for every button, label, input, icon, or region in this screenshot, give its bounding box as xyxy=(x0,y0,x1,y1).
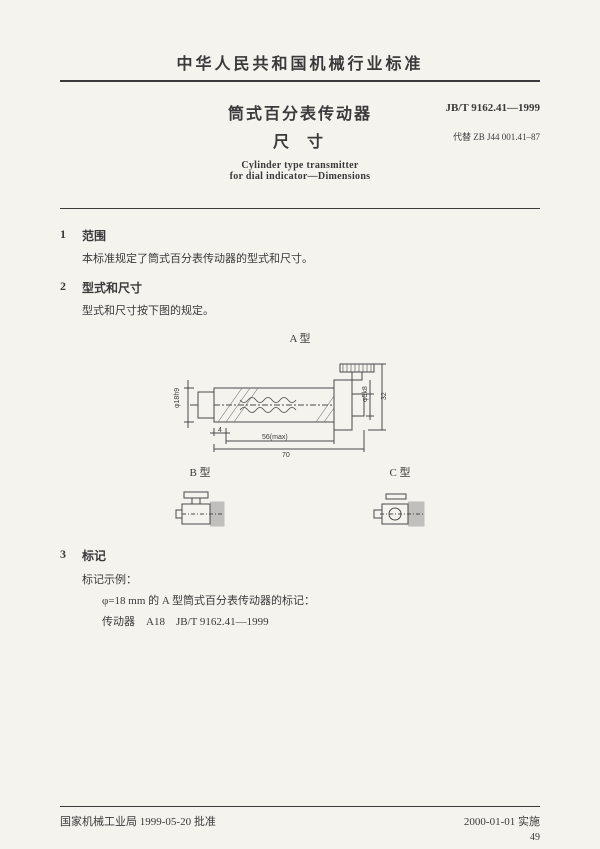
marking-intro: 标记示例： xyxy=(82,570,540,591)
footer-approval: 国家机械工业局 1999-05-20 批准 xyxy=(60,813,216,829)
header-right: JB/T 9162.41—1999 代替 ZB J44 001.41–87 xyxy=(445,102,540,143)
svg-text:φ5k8: φ5k8 xyxy=(362,386,369,402)
marking-block: 标记示例： φ=18 mm 的 A 型筒式百分表传动器的标记： 传动器 A18 … xyxy=(82,570,540,633)
section-2: 2 型式和尺寸 xyxy=(60,279,540,296)
figure-c: C 型 xyxy=(370,464,430,537)
figure-c-label: C 型 xyxy=(370,464,430,480)
svg-text:φ18h9: φ18h9 xyxy=(174,388,181,408)
svg-text:32: 32 xyxy=(381,392,388,400)
section-1: 1 范围 xyxy=(60,227,540,244)
svg-text:56(max): 56(max) xyxy=(262,434,288,441)
page-number: 49 xyxy=(530,832,540,843)
figure-a-label: A 型 xyxy=(60,330,540,346)
replaces-code: 代替 ZB J44 001.41–87 xyxy=(445,130,540,143)
footer-effective: 2000-01-01 实施 xyxy=(464,813,540,829)
section-2-body: 型式和尺寸按下图的规定。 xyxy=(82,302,540,321)
title-en-1: Cylinder type transmitter xyxy=(60,160,540,171)
svg-text:4: 4 xyxy=(218,427,222,434)
standard-code: JB/T 9162.41—1999 xyxy=(445,102,540,114)
section-num: 1 xyxy=(60,227,82,244)
svg-text:70: 70 xyxy=(282,452,290,459)
title-en-2: for dial indicator—Dimensions xyxy=(60,171,540,182)
figure-bc-row: B 型 C 型 xyxy=(100,464,500,537)
section-num: 2 xyxy=(60,279,82,296)
figure-b: B 型 xyxy=(170,464,230,537)
figure-b-svg xyxy=(170,488,230,532)
figure-c-svg xyxy=(370,488,430,532)
section-num: 3 xyxy=(60,547,82,564)
figure-b-label: B 型 xyxy=(170,464,230,480)
top-rule xyxy=(60,80,540,82)
org-title: 中华人民共和国机械行业标准 xyxy=(60,50,540,74)
mid-rule xyxy=(60,208,540,209)
bottom-rule xyxy=(60,806,540,807)
section-title: 标记 xyxy=(82,547,106,564)
section-title: 范围 xyxy=(82,227,106,244)
section-1-body: 本标准规定了筒式百分表传动器的型式和尺寸。 xyxy=(82,250,540,269)
marking-line2: 传动器 A18 JB/T 9162.41—1999 xyxy=(102,612,540,633)
section-title: 型式和尺寸 xyxy=(82,279,142,296)
figure-a-svg: φ18h9 4 56(max) 70 32 φ5k8 xyxy=(170,350,430,460)
header-block: 筒式百分表传动器 尺寸 Cylinder type transmitter fo… xyxy=(60,100,540,182)
footer: 国家机械工业局 1999-05-20 批准 2000-01-01 实施 xyxy=(60,813,540,829)
section-3: 3 标记 xyxy=(60,547,540,564)
figure-a: φ18h9 4 56(max) 70 32 φ5k8 xyxy=(60,350,540,460)
marking-line1: φ=18 mm 的 A 型筒式百分表传动器的标记： xyxy=(102,591,540,612)
